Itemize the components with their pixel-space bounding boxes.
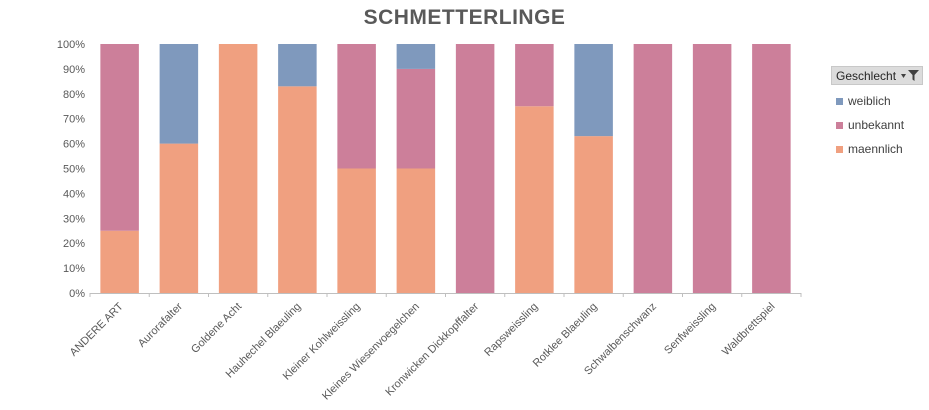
legend-label: weiblich — [848, 94, 891, 108]
x-category-label: Rapsweissling — [482, 301, 540, 359]
bar-segment-unbekannt — [692, 44, 732, 293]
bar-segment-unbekannt — [337, 44, 376, 169]
bar-segment-weiblich — [396, 44, 436, 69]
bar-segment-unbekannt — [100, 44, 139, 231]
legend-filter-button[interactable]: Geschlecht — [831, 66, 923, 85]
y-tick-label: 40% — [63, 188, 85, 200]
bar-segment-maennlich — [218, 44, 258, 293]
dropdown-arrow-icon — [901, 73, 906, 78]
legend-swatch — [836, 121, 843, 129]
bar-segment-maennlich — [278, 86, 317, 293]
bar-segment-maennlich — [159, 143, 199, 293]
legend-title: Geschlecht — [836, 68, 897, 83]
x-category-label: Kleines Wiesenvoegelchen — [320, 301, 422, 403]
legend-label: unbekannt — [848, 118, 905, 132]
y-tick-label: 10% — [63, 263, 85, 275]
y-tick-label: 70% — [63, 114, 85, 126]
y-tick-label: 100% — [57, 39, 85, 51]
bar-segment-maennlich — [396, 168, 436, 293]
y-tick-label: 60% — [63, 139, 85, 151]
bar-segment-unbekannt — [633, 44, 673, 293]
y-tick-label: 0% — [69, 288, 85, 300]
legend-item: weiblich — [831, 89, 923, 113]
y-tick-label: 50% — [63, 164, 85, 176]
y-tick-label: 90% — [63, 64, 85, 76]
y-tick-label: 20% — [63, 238, 85, 250]
bar-segment-weiblich — [278, 44, 317, 87]
funnel-icon — [908, 70, 919, 81]
bar-segment-maennlich — [100, 230, 139, 293]
legend-label: maennlich — [848, 142, 903, 156]
legend-item: unbekannt — [831, 113, 923, 137]
bar-segment-unbekannt — [455, 44, 495, 293]
bar-segment-maennlich — [574, 136, 613, 293]
x-category-label: ANDERE ART — [68, 300, 126, 358]
legend: Geschlecht weiblich unbekannt maennlich — [831, 66, 923, 161]
x-category-label: Waldbrettspiel — [720, 301, 777, 358]
bar-segment-unbekannt — [396, 68, 436, 169]
y-tick-label: 30% — [63, 213, 85, 225]
x-category-label: Rotklee Blaeuling — [531, 301, 600, 370]
bar-segment-unbekannt — [752, 44, 791, 293]
x-category-label: Aurorafalter — [136, 300, 185, 349]
legend-swatch — [836, 97, 843, 105]
bar-segment-weiblich — [574, 44, 613, 137]
bar-segment-unbekannt — [515, 44, 554, 107]
legend-swatch — [836, 145, 843, 153]
bar-segment-weiblich — [159, 44, 199, 144]
x-category-label: Senfweissling — [662, 301, 718, 357]
y-tick-label: 80% — [63, 89, 85, 101]
bar-segment-maennlich — [337, 168, 376, 293]
legend-item: maennlich — [831, 137, 923, 161]
x-category-label: Goldene Acht — [189, 301, 244, 356]
chart-title: SCHMETTERLINGE — [363, 6, 566, 29]
bar-segment-maennlich — [515, 106, 554, 293]
